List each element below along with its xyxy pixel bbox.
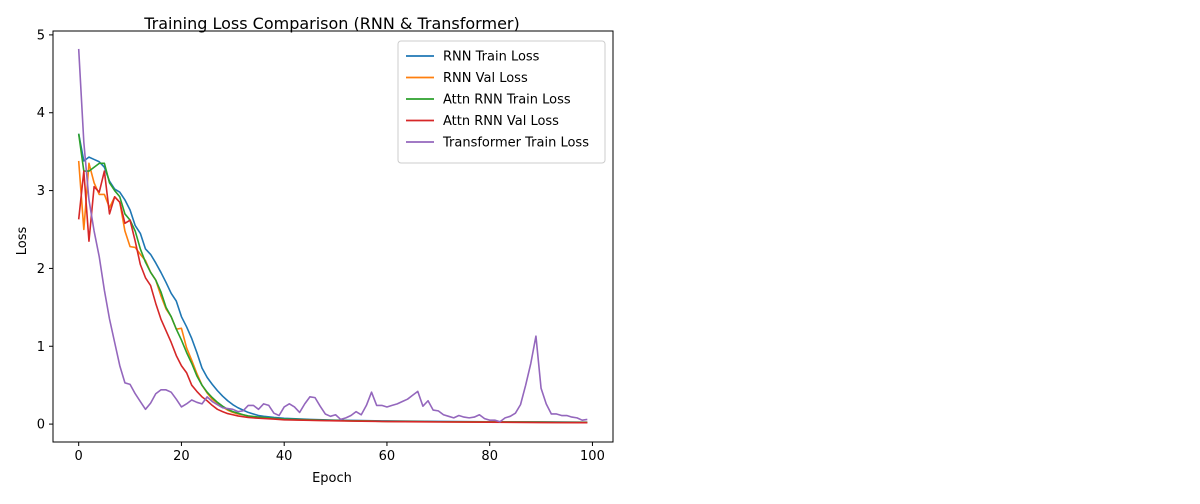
- y-axis: 0 1 2 3 4 5: [37, 28, 53, 433]
- y-tick-label: 1: [37, 340, 45, 355]
- legend-box: [397, 40, 606, 164]
- y-tick-label: 2: [37, 262, 45, 277]
- series-line-4: [77, 48, 588, 423]
- legend-label-1: RNN Val Loss: [443, 71, 528, 86]
- series-line-2: [77, 133, 588, 424]
- legend: RNN Train Loss RNN Val Loss Attn RNN Train…: [397, 40, 606, 164]
- y-axis-label: Loss: [15, 227, 30, 256]
- y-tick-label: 4: [37, 106, 45, 121]
- x-tick-label: 100: [580, 449, 605, 464]
- x-tick-label: 0: [75, 449, 83, 464]
- x-tick-label: 60: [379, 449, 396, 464]
- legend-label-2: Attn RNN Train Loss: [443, 93, 571, 108]
- y-tick-label: 3: [37, 184, 45, 199]
- x-axis: 0 20 40 60 80 100: [75, 442, 605, 464]
- chart-title: Training Loss Comparison (RNN & Transfor…: [143, 14, 519, 33]
- series-line-1: [77, 160, 588, 424]
- y-tick-label: 5: [37, 28, 45, 43]
- x-tick-label: 80: [481, 449, 498, 464]
- x-tick-label: 40: [276, 449, 293, 464]
- plot-frame: [52, 30, 614, 443]
- y-tick-label: 0: [37, 418, 45, 433]
- legend-label-0: RNN Train Loss: [443, 50, 540, 65]
- series-line-3: [77, 170, 588, 424]
- plot-area: [77, 48, 588, 424]
- legend-label-3: Attn RNN Val Loss: [443, 114, 559, 129]
- legend-label-4: Transformer Train Loss: [442, 136, 589, 151]
- x-tick-label: 20: [173, 449, 190, 464]
- x-axis-label: Epoch: [312, 471, 352, 486]
